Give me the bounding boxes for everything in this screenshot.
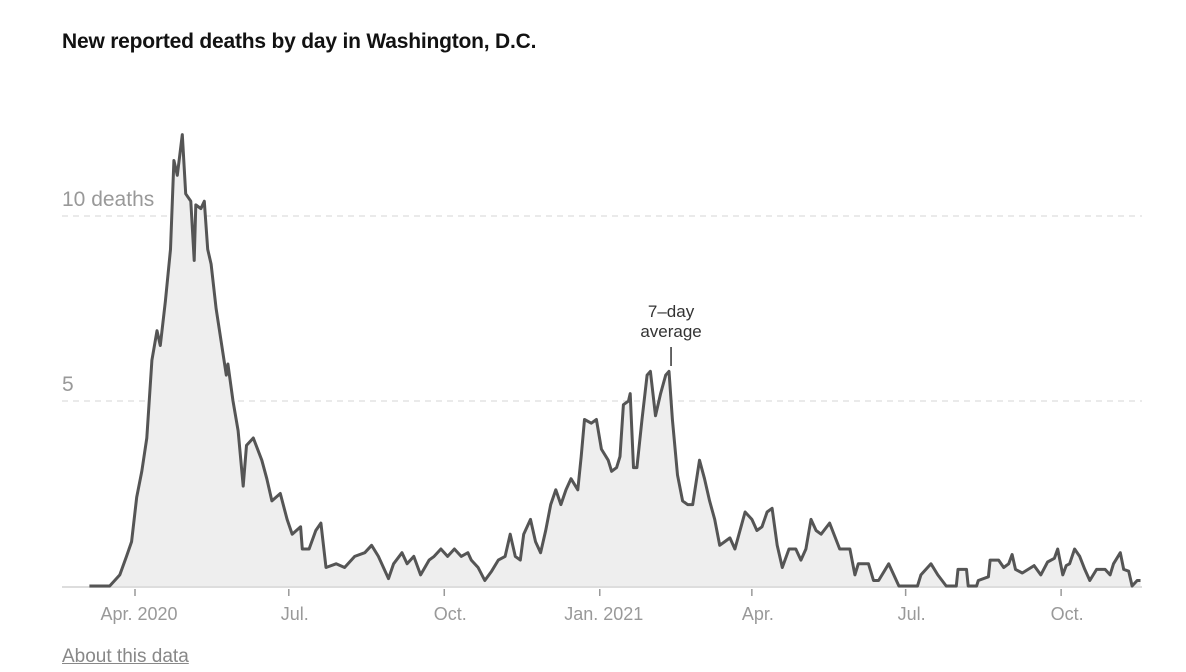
y-axis: 5 10 deaths <box>62 188 154 396</box>
x-tick-label: Jul. <box>281 604 309 624</box>
x-tick-label: Oct. <box>1051 604 1084 624</box>
x-tick-label: Jan. 2021 <box>564 604 643 624</box>
annotation-text: 7–day <box>648 302 695 321</box>
series-line-7-day-average <box>89 133 1141 588</box>
x-tick-label: Apr. <box>742 604 774 624</box>
x-tick-label: Oct. <box>434 604 467 624</box>
y-tick-label: 10 deaths <box>62 188 154 211</box>
gridlines <box>62 215 1142 402</box>
y-tick-label: 5 <box>62 373 74 396</box>
annotation-text: average <box>640 322 701 341</box>
chart-title: New reported deaths by day in Washington… <box>62 30 537 53</box>
x-tick-label: Apr. 2020 <box>100 604 177 624</box>
series-area-fill <box>89 134 1141 586</box>
x-axis: Apr. 2020 Jul. Oct. Jan. 2021 Apr. Jul. Oct. <box>100 589 1084 624</box>
x-tick-label: Jul. <box>898 604 926 624</box>
about-this-data-link[interactable]: About this data <box>62 646 189 667</box>
